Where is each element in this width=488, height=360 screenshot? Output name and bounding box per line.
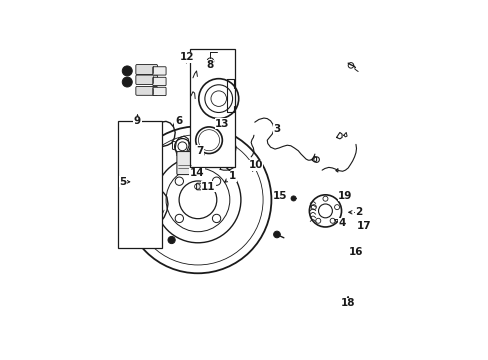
FancyBboxPatch shape: [136, 64, 157, 75]
Circle shape: [290, 196, 295, 201]
Circle shape: [122, 66, 132, 76]
Text: 17: 17: [356, 221, 371, 231]
Circle shape: [122, 77, 132, 87]
Text: 11: 11: [201, 182, 215, 192]
Text: 2: 2: [354, 207, 362, 217]
Text: 3: 3: [273, 124, 280, 134]
FancyBboxPatch shape: [177, 152, 192, 175]
Text: 5: 5: [119, 177, 126, 187]
Bar: [189, 49, 235, 167]
Bar: [118, 121, 162, 248]
Text: 9: 9: [134, 116, 141, 126]
Text: 18: 18: [340, 298, 354, 308]
Text: 10: 10: [248, 160, 263, 170]
Text: 19: 19: [338, 191, 352, 201]
Text: 16: 16: [348, 247, 363, 257]
Text: 7: 7: [196, 146, 203, 156]
FancyBboxPatch shape: [136, 75, 157, 85]
FancyBboxPatch shape: [152, 77, 166, 86]
FancyBboxPatch shape: [152, 87, 166, 96]
Circle shape: [168, 237, 175, 244]
Text: 1: 1: [228, 171, 236, 181]
Text: 12: 12: [179, 52, 194, 62]
Text: 13: 13: [215, 118, 229, 129]
Text: 15: 15: [273, 191, 287, 201]
Text: 6: 6: [175, 116, 182, 126]
FancyBboxPatch shape: [136, 86, 157, 95]
FancyBboxPatch shape: [196, 183, 213, 190]
Text: 4: 4: [338, 219, 345, 228]
Text: 14: 14: [189, 168, 204, 179]
Text: 8: 8: [206, 60, 213, 70]
Circle shape: [273, 231, 280, 238]
FancyBboxPatch shape: [152, 67, 166, 75]
